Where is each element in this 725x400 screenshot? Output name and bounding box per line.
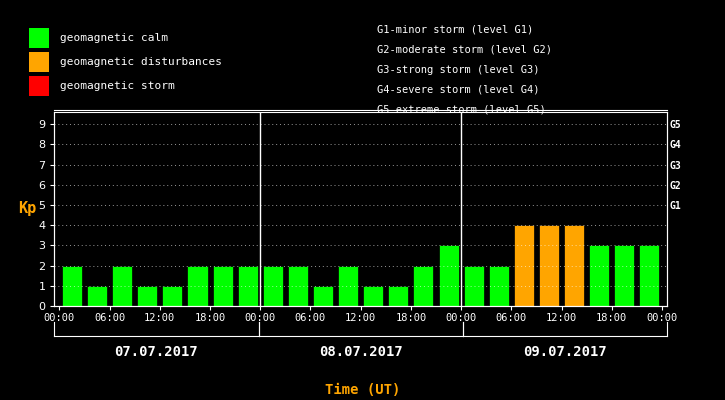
Bar — [212, 266, 233, 306]
Bar — [489, 266, 509, 306]
Text: geomagnetic disturbances: geomagnetic disturbances — [60, 57, 222, 67]
Text: G4-severe storm (level G4): G4-severe storm (level G4) — [377, 85, 539, 95]
Text: G3-strong storm (level G3): G3-strong storm (level G3) — [377, 65, 539, 75]
Bar — [363, 286, 384, 306]
Bar — [137, 286, 157, 306]
Bar — [62, 266, 82, 306]
Text: geomagnetic storm: geomagnetic storm — [60, 81, 175, 91]
Bar — [112, 266, 132, 306]
Bar — [262, 266, 283, 306]
Bar — [188, 266, 207, 306]
Bar — [639, 245, 660, 306]
Bar — [162, 286, 183, 306]
Bar — [564, 225, 584, 306]
Bar — [614, 245, 634, 306]
Text: G1-minor storm (level G1): G1-minor storm (level G1) — [377, 25, 534, 35]
Bar — [463, 266, 484, 306]
Bar — [389, 286, 408, 306]
Bar — [288, 266, 308, 306]
Bar — [313, 286, 333, 306]
Bar — [338, 266, 358, 306]
Bar — [439, 245, 459, 306]
Y-axis label: Kp: Kp — [18, 202, 36, 216]
Text: geomagnetic calm: geomagnetic calm — [60, 33, 168, 43]
Text: Time (UT): Time (UT) — [325, 383, 400, 397]
Bar — [413, 266, 434, 306]
Text: 09.07.2017: 09.07.2017 — [523, 345, 607, 359]
Bar — [514, 225, 534, 306]
Text: 07.07.2017: 07.07.2017 — [115, 345, 199, 359]
Text: 08.07.2017: 08.07.2017 — [319, 345, 402, 359]
Bar — [87, 286, 107, 306]
Text: G5-extreme storm (level G5): G5-extreme storm (level G5) — [377, 105, 546, 115]
Text: G2-moderate storm (level G2): G2-moderate storm (level G2) — [377, 45, 552, 55]
Bar — [589, 245, 609, 306]
Bar — [238, 266, 258, 306]
Bar — [539, 225, 559, 306]
